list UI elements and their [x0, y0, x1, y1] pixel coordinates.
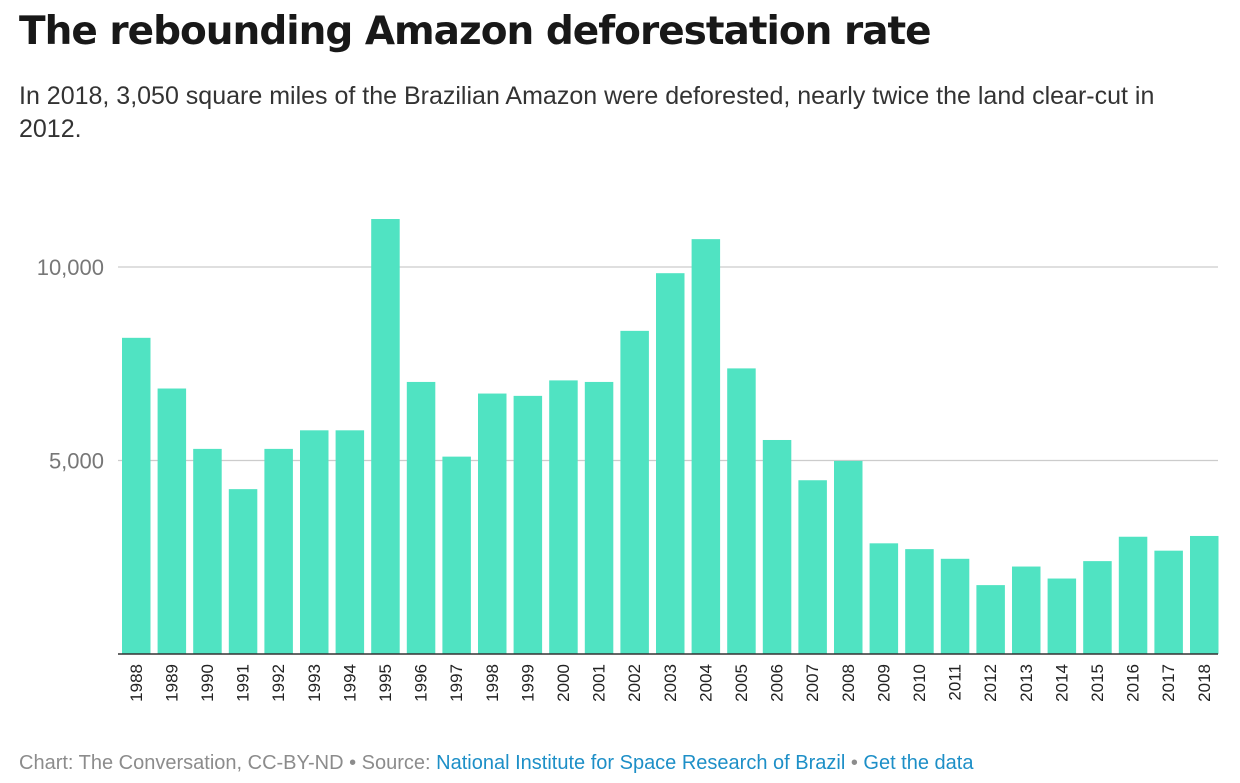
x-tick-label: 1995	[376, 664, 395, 702]
source-link[interactable]: National Institute for Space Research of…	[436, 752, 846, 774]
y-tick-label: 10,000	[37, 255, 104, 280]
x-tick-label: 1991	[234, 664, 253, 702]
x-tick-label: 2002	[625, 664, 644, 702]
bar-2003	[656, 273, 685, 654]
bar-1999	[513, 395, 543, 654]
get-the-data-link[interactable]: Get the data	[863, 752, 974, 774]
x-tick-label: 2003	[661, 664, 680, 702]
x-tick-label: 2014	[1052, 664, 1071, 702]
bar-2001	[584, 381, 614, 654]
bar-2017	[1154, 550, 1183, 654]
bar-2015	[1083, 561, 1112, 654]
bar-1998	[478, 393, 507, 654]
x-tick-label: 2016	[1124, 664, 1143, 702]
bar-2008	[834, 460, 863, 654]
bar-1993	[300, 430, 329, 654]
x-tick-label: 2000	[554, 664, 573, 702]
chart-title: The rebounding Amazon deforestation rate	[19, 9, 932, 54]
bar-2009	[869, 543, 899, 654]
x-tick-label: 1990	[198, 664, 217, 702]
x-tick-label: 2012	[981, 664, 1000, 702]
bar-1990	[193, 448, 222, 654]
x-tick-label: 2017	[1159, 664, 1178, 702]
bar-1995	[371, 219, 400, 654]
x-tick-label: 2008	[839, 664, 858, 702]
x-tick-label: 1994	[340, 664, 359, 702]
bar-2012	[976, 585, 1005, 654]
x-tick-label: 2013	[1017, 664, 1036, 702]
bar-2005	[727, 368, 756, 654]
bar-1997	[442, 456, 471, 654]
bar-2014	[1047, 578, 1077, 654]
footer-separator: •	[845, 752, 864, 774]
bar-2002	[620, 330, 649, 654]
bar-2006	[762, 439, 792, 654]
x-tick-label: 1997	[447, 664, 466, 702]
bar-1988	[122, 337, 151, 654]
bar-1994	[335, 430, 365, 654]
x-tick-label: 2015	[1088, 664, 1107, 702]
x-tick-label: 1993	[305, 664, 324, 702]
credit-text: Chart: The Conversation, CC-BY-ND • Sour…	[19, 752, 437, 774]
x-tick-label: 2006	[768, 664, 787, 702]
x-tick-label: 2004	[696, 664, 715, 702]
bar-2000	[549, 380, 578, 654]
bar-2016	[1118, 536, 1148, 654]
x-tick-label: 1999	[518, 664, 537, 702]
x-tick-label: 1988	[127, 664, 146, 702]
x-tick-label: 2009	[874, 664, 893, 702]
x-tick-label: 2011	[946, 664, 965, 701]
x-tick-label: 2007	[803, 664, 822, 702]
y-tick-label: 5,000	[49, 449, 104, 474]
x-tick-label: 1989	[162, 664, 181, 702]
x-tick-label: 1992	[269, 664, 288, 702]
chart-footer: Chart: The Conversation, CC-BY-ND • Sour…	[19, 750, 973, 776]
bar-chart: 5,000 10,000 1988 1989 1990 1991 1992 1993 1994 1…	[37, 219, 1219, 702]
bar-1991	[228, 489, 258, 654]
bar-1992	[264, 448, 293, 654]
bar-2011	[940, 558, 970, 654]
x-tick-label: 2018	[1195, 664, 1214, 702]
bar-1996	[406, 381, 436, 654]
x-tick-label: 1996	[412, 664, 431, 702]
x-tick-label: 1998	[483, 664, 502, 702]
bar-2004	[691, 239, 721, 655]
bar-2018	[1190, 535, 1219, 654]
bar-2013	[1012, 566, 1041, 654]
bar-2007	[798, 480, 827, 654]
bar-2010	[905, 549, 934, 654]
x-tick-label: 2010	[910, 664, 929, 702]
chart-subtitle: In 2018, 3,050 square miles of the Brazi…	[19, 82, 1155, 143]
x-tick-label: 2001	[590, 664, 609, 702]
x-tick-label: 2005	[732, 664, 751, 702]
bar-1989	[157, 388, 187, 654]
